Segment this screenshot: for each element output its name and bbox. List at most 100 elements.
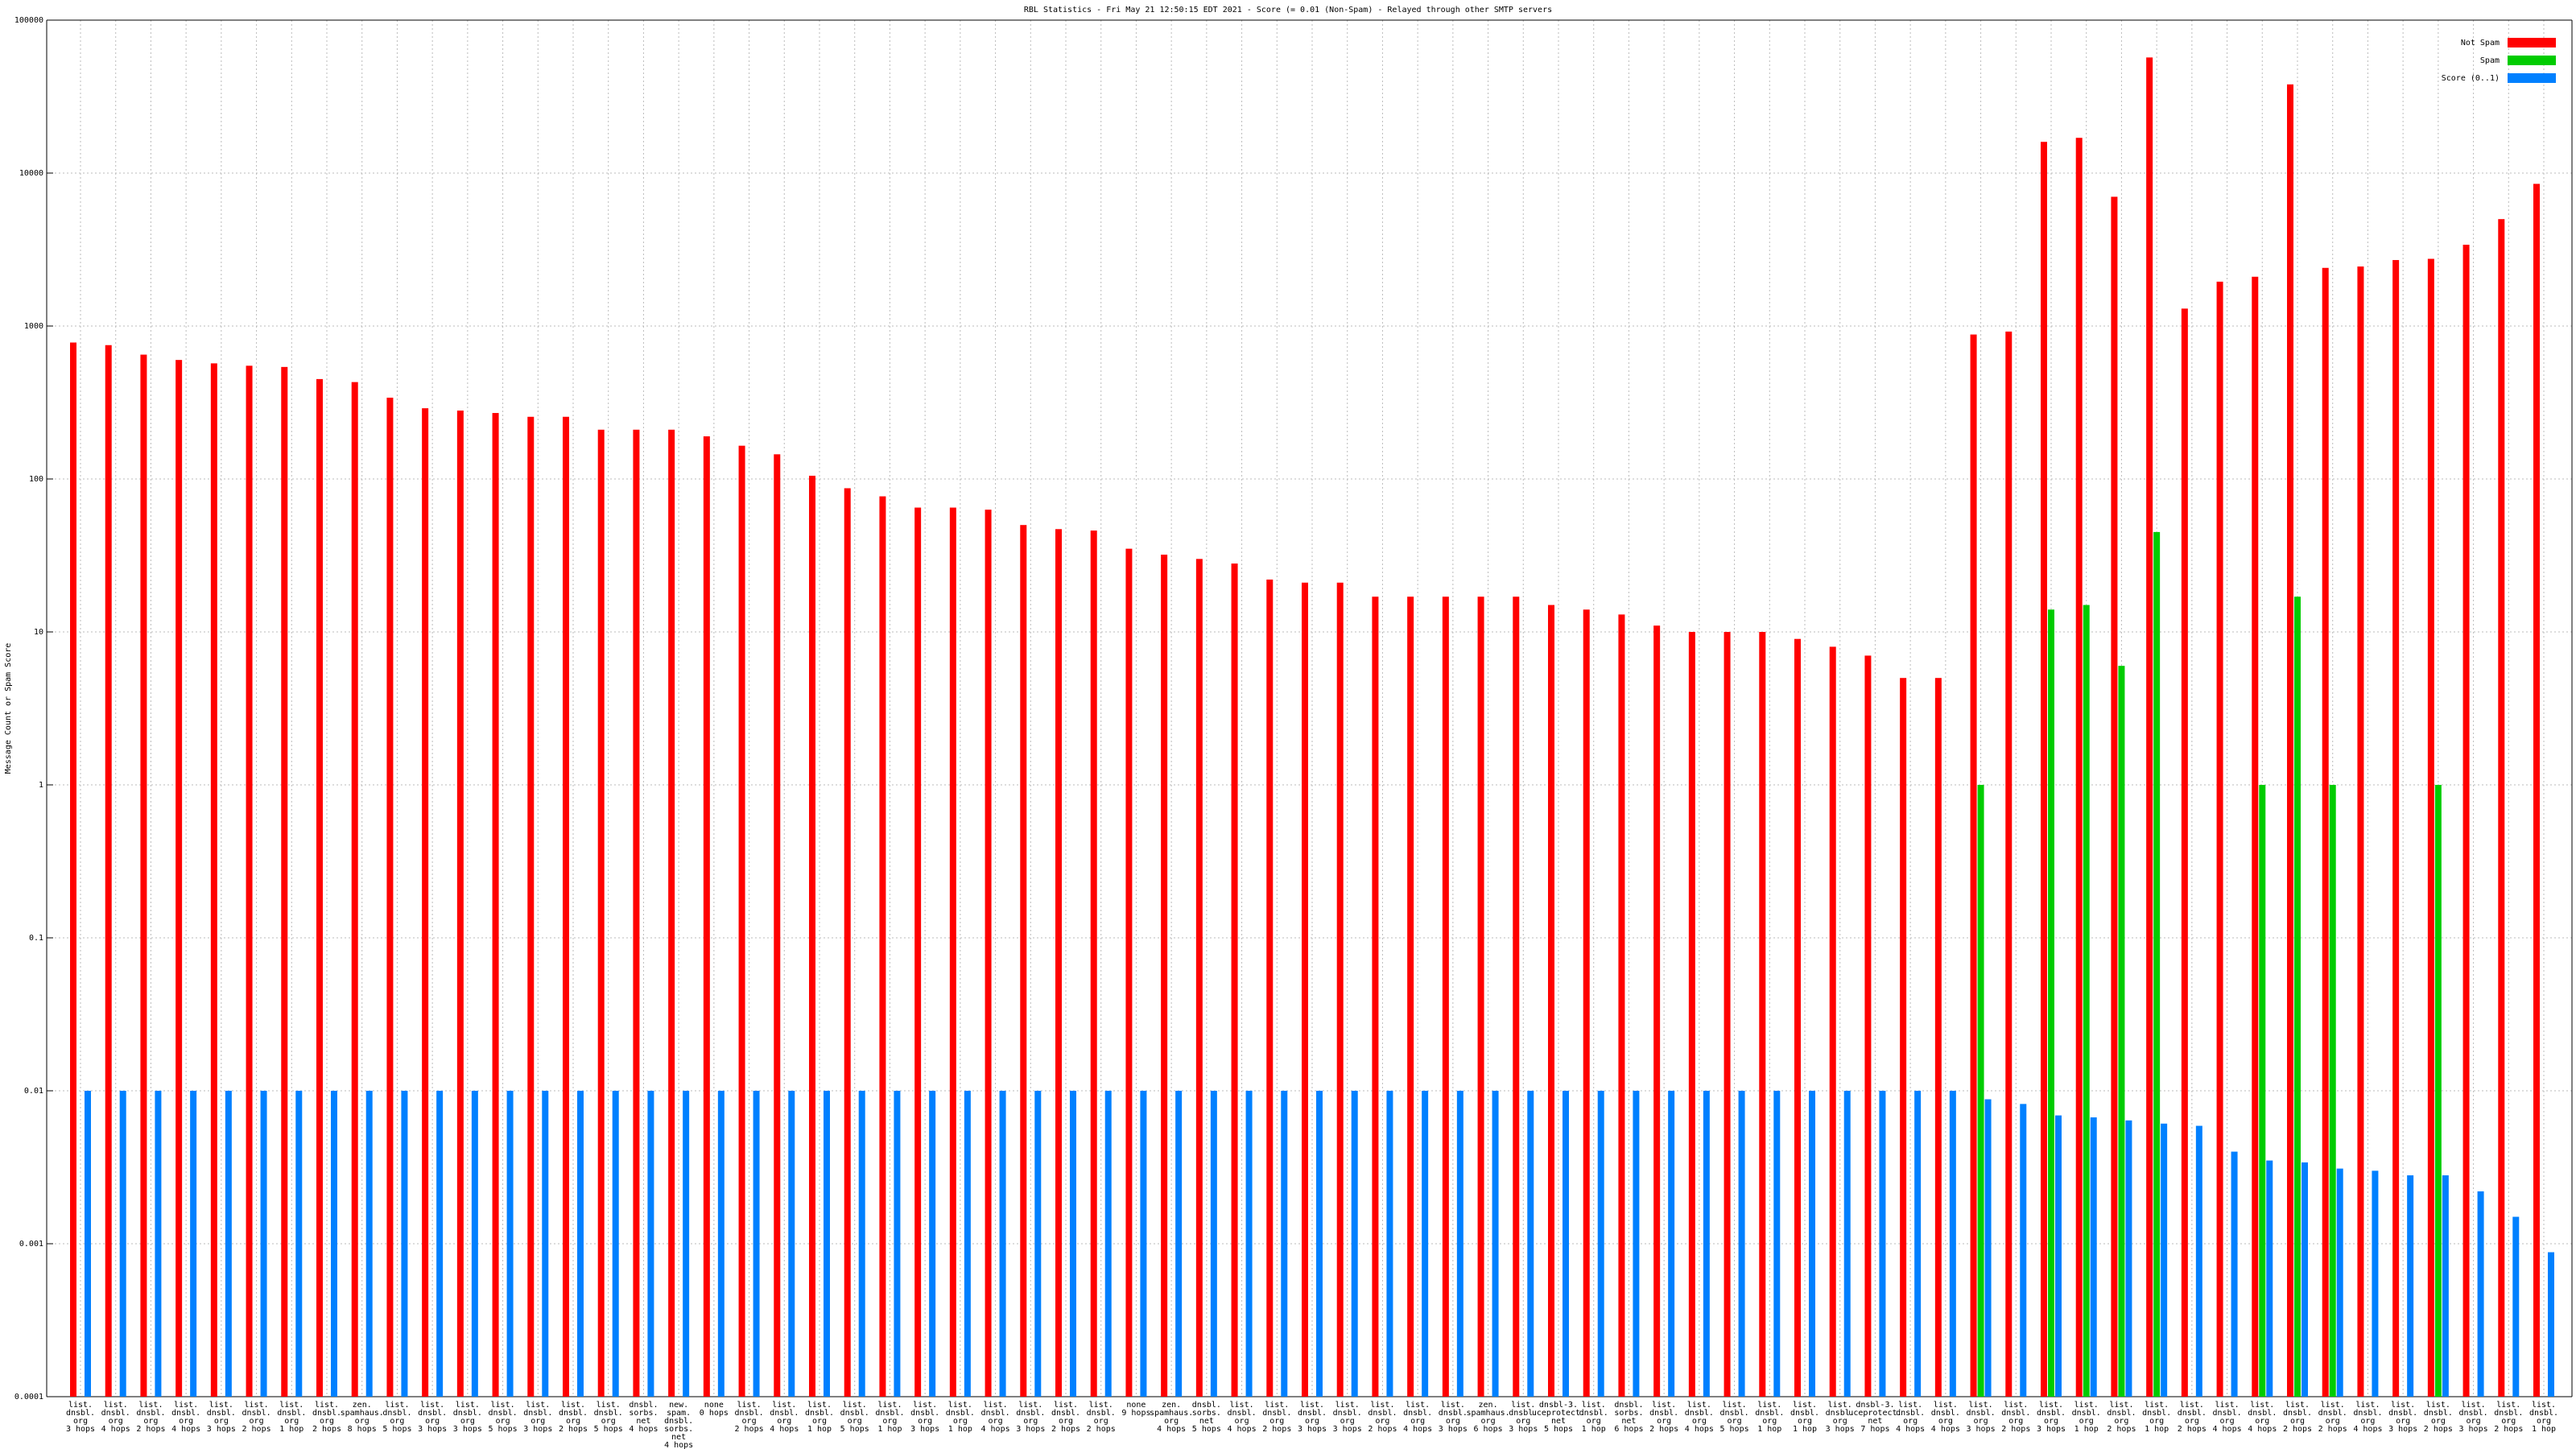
bar — [210, 363, 217, 1397]
bar — [1949, 1091, 1956, 1397]
bar — [563, 416, 569, 1397]
bar — [2005, 331, 2013, 1397]
x-tick-label: list. dnsbl. org 4 hops — [981, 1401, 1010, 1434]
bar — [2266, 1160, 2273, 1397]
bar — [436, 1091, 444, 1397]
bar — [1527, 1091, 1534, 1397]
bar — [668, 429, 675, 1397]
bar — [2548, 1252, 2554, 1397]
bar — [85, 1091, 91, 1397]
bar — [2181, 308, 2188, 1397]
y-tick-label: 0.01 — [24, 1087, 43, 1096]
bar — [717, 1091, 724, 1397]
x-tick-label: list. dnsbl. org 4 hops — [1685, 1401, 1714, 1434]
y-tick-label: 10000 — [19, 169, 43, 178]
bar — [1809, 1091, 1815, 1397]
y-tick-label: 0.0001 — [14, 1393, 43, 1402]
x-tick-label: list. dnsbl. org 1 hop — [946, 1401, 975, 1434]
bar — [1266, 579, 1274, 1397]
bar — [2301, 1162, 2308, 1397]
bar — [386, 398, 394, 1397]
bar — [1442, 597, 1449, 1397]
bar — [1703, 1091, 1710, 1397]
bar — [401, 1091, 408, 1397]
bar — [844, 488, 851, 1397]
x-tick-label: list. dnsbl. org 3 hops — [523, 1401, 552, 1434]
x-tick-label: list. dnsbl. org 1 hop — [875, 1401, 904, 1434]
bar — [1653, 625, 1661, 1397]
bar — [1175, 1091, 1183, 1397]
x-tick-label: list. dnsbl. org 2 hops — [2107, 1401, 2136, 1434]
bar — [2083, 605, 2090, 1397]
x-tick-label: list. dnsbl. org 2 hops — [2494, 1401, 2523, 1434]
x-tick-label: new. spam. dnsbl. sorbs. net 4 hops — [664, 1401, 693, 1449]
x-tick-label: list. dnsbl. org 3 hops — [2388, 1401, 2417, 1434]
bar — [647, 1091, 654, 1397]
bar — [1724, 632, 1731, 1397]
x-tick-label: list. dnsbl. org 4 hops — [1896, 1401, 1925, 1434]
bar — [1422, 1091, 1429, 1397]
bar — [858, 1091, 865, 1397]
x-tick-label: list. dnsbl. org 3 hops — [207, 1401, 236, 1434]
x-tick-label: dnsbl. sorbs. net 6 hops — [1614, 1401, 1643, 1434]
bar — [809, 475, 815, 1397]
x-tick-label: list. dnsbl. org 1 hop — [2529, 1401, 2558, 1434]
bar — [2336, 1168, 2343, 1397]
x-tick-label: list. dnsbl. org 2 hops — [2318, 1401, 2347, 1434]
bar — [2153, 531, 2161, 1397]
bar — [2118, 666, 2125, 1397]
bar — [2146, 57, 2153, 1397]
bar — [1336, 582, 1344, 1397]
bar — [894, 1091, 901, 1397]
bar — [1302, 582, 1308, 1397]
x-tick-label: list. dnsbl. org 4 hops — [1931, 1401, 1960, 1434]
bar — [2287, 84, 2293, 1397]
x-tick-label: list. dnsbl. org 1 hop — [1790, 1401, 1819, 1434]
bar — [1070, 1091, 1076, 1397]
x-tick-label: none 0 hops — [700, 1401, 729, 1418]
bar — [1386, 1091, 1393, 1397]
x-tick-label: list. dnsbl. org 3 hops — [418, 1401, 447, 1434]
bar — [2125, 1120, 2132, 1397]
chart-title: RBL Statistics - Fri May 21 12:50:15 EDT… — [1024, 6, 1552, 14]
bar — [2427, 258, 2434, 1397]
x-tick-label: list. dnsbl. org 1 hop — [805, 1401, 834, 1434]
bar — [1984, 1099, 1992, 1397]
x-tick-label: list. dnsbl. org 1 hop — [2072, 1401, 2101, 1434]
x-tick-label: list. dnsbl. org 3 hops — [2459, 1401, 2488, 1434]
bar — [2090, 1117, 2097, 1397]
bar — [1351, 1091, 1358, 1397]
x-tick-label: list. dnsbl. org 3 hops — [1298, 1401, 1327, 1434]
bar — [506, 1091, 514, 1397]
bar — [1843, 1091, 1851, 1397]
bar — [2231, 1151, 2238, 1397]
bar — [1879, 1091, 1886, 1397]
bar — [703, 436, 710, 1397]
legend-label: Score (0..1) — [2442, 74, 2500, 83]
y-axis-label: Message Count or Spam Score — [4, 643, 13, 774]
bar — [1477, 597, 1484, 1397]
bar — [365, 1091, 373, 1397]
bar — [1125, 548, 1133, 1397]
bar — [633, 429, 640, 1397]
x-tick-label: list. dnsbl. org 2 hops — [2424, 1401, 2453, 1434]
x-tick-label: none 9 hops — [1121, 1401, 1150, 1418]
bar — [456, 411, 464, 1397]
bar — [879, 496, 886, 1397]
bar — [2075, 138, 2083, 1397]
bar — [492, 413, 499, 1397]
bar — [1548, 605, 1554, 1397]
x-tick-label: list. dnsbl. org 3 hops — [1826, 1401, 1855, 1434]
x-tick-label: list. dnsbl. org 3 hops — [1016, 1401, 1045, 1434]
x-tick-label: list. dnsbl. org 2 hops — [1262, 1401, 1291, 1434]
bar — [1034, 1091, 1042, 1397]
legend-label: Not Spam — [2461, 39, 2500, 47]
bar — [225, 1091, 232, 1397]
x-tick-label: dnsbl. sorbs. net 4 hops — [629, 1401, 658, 1434]
bar — [1668, 1091, 1675, 1397]
bar — [1195, 559, 1203, 1397]
bar — [295, 1091, 303, 1397]
bar — [2477, 1191, 2484, 1397]
x-tick-label: list. dnsbl. org 5 hops — [1720, 1401, 1749, 1434]
